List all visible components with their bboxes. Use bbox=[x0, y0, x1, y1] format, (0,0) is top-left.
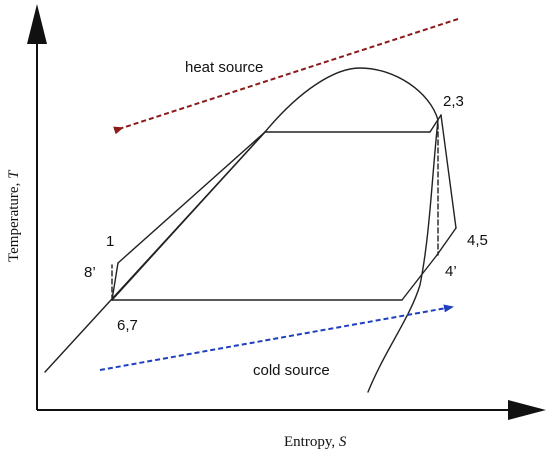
x-axis-label: Entropy, S bbox=[284, 434, 347, 450]
y-axis-label-text: Temperature, bbox=[6, 179, 22, 262]
state-label-6-7: 6,7 bbox=[117, 317, 138, 334]
expansion-line-2-4 bbox=[440, 114, 457, 229]
state-label-1: 1 bbox=[106, 233, 114, 250]
cycle-lines bbox=[111, 114, 457, 301]
line-4p-to-condensation bbox=[401, 254, 438, 301]
y-axis-label-symbol: T bbox=[6, 169, 22, 179]
saturation-dome bbox=[44, 67, 439, 393]
y-axis-label: Temperature, T bbox=[6, 169, 22, 262]
x-axis-label-symbol: S bbox=[339, 434, 347, 450]
x-axis-arrowhead bbox=[508, 400, 546, 420]
line-1-to-saturation bbox=[117, 131, 266, 264]
state-label-4-5: 4,5 bbox=[467, 232, 488, 249]
line-8p-to-1 bbox=[111, 262, 119, 301]
state-label-4p: 4’ bbox=[445, 263, 457, 280]
heat-source-arrow bbox=[113, 18, 459, 135]
line-2-peak bbox=[429, 114, 442, 133]
x-axis-label-text: Entropy, bbox=[284, 434, 339, 450]
line-4-to-4p bbox=[436, 227, 457, 256]
compression-line-6-2 bbox=[111, 131, 266, 301]
y-axis-arrowhead bbox=[27, 4, 47, 44]
state-label-8p: 8’ bbox=[84, 264, 96, 281]
state-label-2-3: 2,3 bbox=[443, 93, 464, 110]
cold-source-label: cold source bbox=[253, 362, 330, 379]
cold-source-arrow bbox=[99, 304, 454, 371]
heat-source-label: heat source bbox=[185, 59, 263, 76]
axes bbox=[27, 4, 546, 420]
